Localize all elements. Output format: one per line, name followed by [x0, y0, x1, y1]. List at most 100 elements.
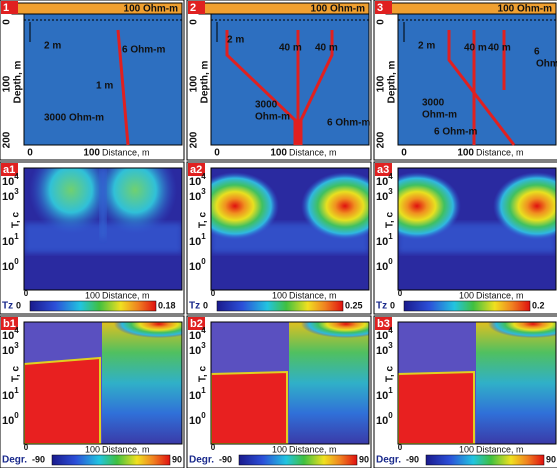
annotation: Ohm-m: [536, 59, 557, 70]
colorbar: [52, 455, 170, 465]
annotation: 1 m: [96, 81, 113, 92]
tick-base: 10: [376, 415, 388, 427]
x-tick-label: 0: [27, 148, 33, 159]
heatmap-red: [24, 358, 100, 444]
colorbar-min: -90: [219, 454, 232, 464]
tick-exponent: 3: [201, 187, 206, 196]
figure: 100 Ohm-m11Depth, m01002000100Distance, …: [0, 0, 557, 468]
tick-base: 10: [189, 330, 201, 342]
annotation: 2 m: [44, 41, 61, 52]
panel-label: 1: [3, 2, 9, 14]
annotation: 6: [534, 47, 540, 58]
tick-exponent: 4: [14, 172, 19, 181]
colorbar: [217, 301, 343, 311]
heatmap: [191, 168, 389, 290]
tick-exponent: 3: [14, 341, 19, 350]
tick-base: 10: [2, 390, 14, 402]
x-tick-label: 100: [272, 290, 287, 300]
tick-base: 10: [376, 330, 388, 342]
annotation: 6 Ohm-m: [122, 45, 165, 56]
colorbar-min: 0: [16, 300, 21, 310]
x-tick-label: 100: [83, 148, 100, 159]
tick-base: 10: [376, 236, 388, 248]
colorbar: [426, 455, 544, 465]
tick-base: 10: [2, 176, 14, 188]
x-tick-label: 0: [214, 148, 220, 159]
y-tick-label: 0: [2, 19, 13, 25]
plot-area: [24, 14, 182, 145]
annotation: 6 Ohm-m: [434, 127, 477, 138]
tick-exponent: 3: [388, 341, 393, 350]
tick-exponent: 0: [14, 411, 19, 420]
tick-base: 10: [189, 191, 201, 203]
x-tick-label: 100: [457, 148, 474, 159]
tick-base: 10: [189, 236, 201, 248]
tick-exponent: 4: [201, 172, 206, 181]
colorbar-max: 0.2: [532, 300, 545, 310]
tick-exponent: 0: [14, 257, 19, 266]
tick-exponent: 1: [14, 232, 19, 241]
tick-base: 10: [2, 415, 14, 427]
panel-label: 3: [377, 2, 383, 14]
colorbar-name: Tz: [2, 301, 13, 312]
tick-exponent: 0: [388, 411, 393, 420]
tick-base: 10: [376, 261, 388, 273]
x-tick-label: 100: [459, 444, 474, 454]
annotation: 40 m: [315, 43, 338, 54]
heatmap: [373, 168, 557, 290]
tick-exponent: 1: [201, 232, 206, 241]
colorbar: [30, 301, 156, 311]
top-layer-label: 100 Ohm-m: [124, 4, 179, 15]
annotation: Ohm-m: [255, 112, 290, 123]
x-tick-label: 0: [24, 443, 29, 452]
x-tick-label: 0: [24, 289, 29, 298]
tick-exponent: 4: [388, 172, 393, 181]
x-axis-label: Distance, m: [102, 147, 150, 157]
colorbar-name: Degr.: [189, 455, 214, 466]
x-axis-label: Distance, m: [476, 290, 524, 300]
annotation: 6 Ohm-m: [327, 118, 370, 129]
tick-exponent: 0: [388, 257, 393, 266]
x-axis-label: Distance, m: [102, 444, 150, 454]
colorbar: [239, 455, 357, 465]
tick-exponent: 3: [14, 187, 19, 196]
tick-base: 10: [376, 390, 388, 402]
x-axis-label: Distance, m: [289, 147, 337, 157]
x-tick-label: 0: [211, 289, 216, 298]
heatmap-split: [100, 168, 106, 238]
tick-exponent: 4: [14, 326, 19, 335]
tick-base: 10: [2, 261, 14, 273]
y-axis-label: T, c: [385, 366, 396, 383]
tick-base: 10: [189, 176, 201, 188]
tick-exponent: 1: [388, 232, 393, 241]
colorbar-name: Tz: [376, 301, 387, 312]
y-axis-label: T, c: [198, 212, 209, 229]
x-tick-label: 0: [398, 289, 403, 298]
tick-exponent: 0: [201, 411, 206, 420]
colorbar-max: 90: [359, 454, 369, 464]
annotation: 3000: [255, 100, 278, 111]
colorbar-max: 0.25: [345, 300, 363, 310]
colorbar-min: 0: [203, 300, 208, 310]
tick-exponent: 1: [388, 386, 393, 395]
colorbar-max: 0.18: [158, 300, 176, 310]
y-tick-label: 0: [376, 19, 387, 25]
heatmap: [24, 310, 204, 444]
y-tick-label: 100: [2, 75, 13, 92]
tick-base: 10: [189, 390, 201, 402]
annotation: 40 m: [488, 43, 511, 54]
colorbar-max: 90: [546, 454, 556, 464]
tick-exponent: 4: [201, 326, 206, 335]
tick-base: 10: [2, 191, 14, 203]
y-axis-label: T, c: [11, 366, 22, 383]
plot-area: [398, 14, 556, 145]
x-axis-label: Distance, m: [476, 444, 524, 454]
colorbar-name: Degr.: [376, 455, 401, 466]
tick-exponent: 3: [201, 341, 206, 350]
heatmap: [211, 310, 391, 444]
annotation: Ohm-m: [422, 110, 457, 121]
x-axis-label: Distance, m: [289, 444, 337, 454]
x-tick-label: 100: [85, 444, 100, 454]
y-tick-label: 100: [189, 75, 200, 92]
annotation: 3000 Ohm-m: [44, 113, 104, 124]
